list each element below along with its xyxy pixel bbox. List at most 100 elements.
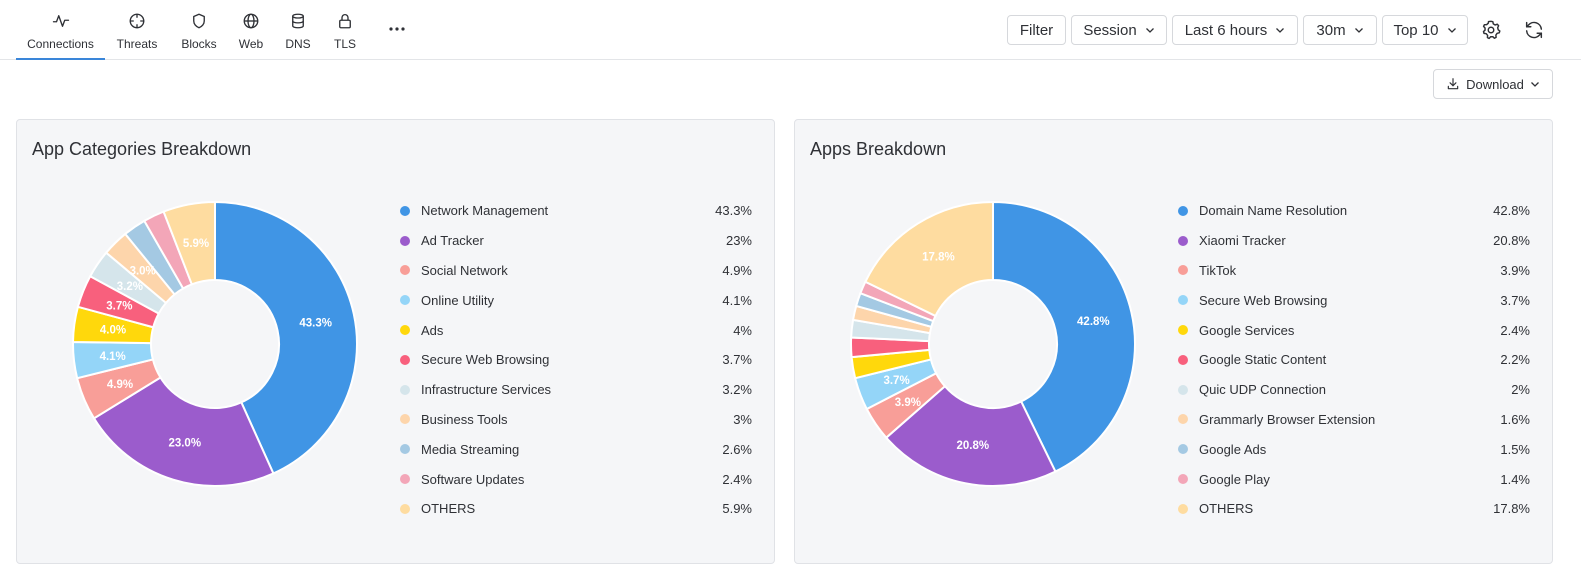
slice-domain-name-resolution[interactable]: [992, 200, 1136, 473]
legend-label: Google Static Content: [1199, 352, 1327, 368]
legend-item-domain-name-resolution[interactable]: Domain Name Resolution 42.8%: [1178, 196, 1530, 226]
legend-value: 20.8%: [1493, 233, 1530, 249]
legend-value: 23%: [725, 233, 752, 249]
slice-label: 4.0%: [100, 325, 126, 337]
apps-legend: Domain Name Resolution 42.8% Xiaomi Tracke…: [1178, 196, 1530, 524]
top-n-dropdown[interactable]: Top 10: [1382, 15, 1468, 45]
legend-value: 3.7%: [1500, 292, 1530, 308]
activity-icon: [52, 11, 70, 31]
tab-label: TLS: [333, 37, 356, 51]
legend-color-swatch: [1178, 474, 1188, 485]
lock-icon: [336, 11, 354, 31]
legend-color-swatch: [1178, 414, 1188, 425]
legend-item-google-play[interactable]: Google Play 1.4%: [1178, 464, 1530, 494]
slice-others[interactable]: [162, 200, 216, 286]
legend-item-others[interactable]: OTHERS 17.8%: [1178, 494, 1530, 524]
legend-item-software-updates[interactable]: Software Updates 2.4%: [400, 464, 752, 494]
tab-blocks[interactable]: Blocks: [177, 0, 221, 59]
legend-item-ads[interactable]: Ads 4%: [400, 315, 752, 345]
legend-label: Network Management: [421, 203, 549, 219]
slice-label: 42.8%: [1077, 316, 1110, 328]
top-bar: Connections Threats Blocks Web DNS TLS F…: [0, 0, 1581, 60]
legend-item-business-tools[interactable]: Business Tools 3%: [400, 405, 752, 435]
session-dropdown[interactable]: Session: [1071, 15, 1167, 45]
legend-item-online-utility[interactable]: Online Utility 4.1%: [400, 285, 752, 315]
legend-value: 2.4%: [722, 471, 752, 487]
slice-ad-tracker[interactable]: [92, 376, 275, 487]
slice-network-management[interactable]: [214, 200, 358, 475]
slice-label: 20.8%: [956, 440, 989, 452]
database-icon: [289, 11, 307, 31]
legend-item-google-services[interactable]: Google Services 2.4%: [1178, 315, 1530, 345]
legend-label: Google Services: [1199, 322, 1295, 338]
legend-color-swatch: [1178, 354, 1188, 365]
legend-label: Online Utility: [421, 292, 494, 308]
legend-label: Domain Name Resolution: [1199, 203, 1348, 219]
slice-label: 4.1%: [100, 351, 126, 363]
tab-tls[interactable]: TLS: [331, 0, 359, 59]
refresh-icon: [1525, 21, 1543, 39]
legend-label: Social Network: [421, 262, 508, 278]
legend-item-network-management[interactable]: Network Management 43.3%: [400, 196, 752, 226]
legend-item-google-ads[interactable]: Google Ads 1.5%: [1178, 434, 1530, 464]
legend-color-swatch: [1178, 265, 1188, 276]
legend-item-xiaomi-tracker[interactable]: Xiaomi Tracker 20.8%: [1178, 226, 1530, 256]
legend-item-google-static-content[interactable]: Google Static Content 2.2%: [1178, 345, 1530, 375]
legend-value: 4%: [733, 322, 752, 338]
legend-item-media-streaming[interactable]: Media Streaming 2.6%: [400, 434, 752, 464]
legend-label: OTHERS: [421, 501, 476, 517]
apps-donut-chart: 42.8% 20.8% 3.9% 3.7% 17.8%: [850, 200, 1136, 487]
legend-label: OTHERS: [1199, 501, 1254, 517]
tab-label: Connections: [27, 37, 94, 51]
tab-threats[interactable]: Threats: [113, 0, 161, 59]
app-categories-panel: App Categories Breakdown 43.3% 23.0% 4.9% 4…: [16, 119, 775, 564]
legend-item-secure-web-browsing[interactable]: Secure Web Browsing 3.7%: [400, 345, 752, 375]
slice-label: 3.7%: [883, 375, 909, 387]
globe-icon: [242, 11, 260, 31]
legend-label: Secure Web Browsing: [421, 352, 550, 368]
legend-item-social-network[interactable]: Social Network 4.9%: [400, 256, 752, 286]
legend-item-others[interactable]: OTHERS 5.9%: [400, 494, 752, 524]
refresh-button[interactable]: [1521, 17, 1547, 43]
slice-label: 3.9%: [895, 397, 921, 409]
chevron-down-icon: [1276, 28, 1285, 33]
tab-label: DNS: [285, 37, 311, 51]
legend-value: 3%: [733, 411, 752, 427]
legend-color-swatch: [400, 235, 410, 246]
tab-dns[interactable]: DNS: [282, 0, 314, 59]
panel-title: Apps Breakdown: [810, 139, 947, 159]
filter-button[interactable]: Filter: [1007, 15, 1066, 45]
more-tabs-icon[interactable]: [386, 18, 408, 40]
gear-icon: [1482, 20, 1501, 40]
slice-label: 3.2%: [117, 281, 143, 293]
legend-item-ad-tracker[interactable]: Ad Tracker 23%: [400, 226, 752, 256]
shield-icon: [190, 11, 208, 31]
download-button[interactable]: Download: [1433, 69, 1553, 99]
legend-item-grammarly-browser-extension[interactable]: Grammarly Browser Extension 1.6%: [1178, 405, 1530, 435]
legend-color-swatch: [400, 354, 410, 365]
legend-label: Business Tools: [421, 411, 508, 427]
legend-item-quic-udp-connection[interactable]: Quic UDP Connection 2%: [1178, 375, 1530, 405]
time-range-dropdown[interactable]: Last 6 hours: [1172, 15, 1298, 45]
legend-item-secure-web-browsing[interactable]: Secure Web Browsing 3.7%: [1178, 285, 1530, 315]
legend-color-swatch: [400, 325, 410, 336]
legend-label: Google Ads: [1199, 441, 1267, 457]
slice-label: 23.0%: [168, 437, 201, 449]
legend-color-swatch: [400, 474, 410, 485]
legend-color-swatch: [400, 295, 410, 306]
legend-value: 3.7%: [722, 352, 752, 368]
legend-item-tiktok[interactable]: TikTok 3.9%: [1178, 256, 1530, 286]
legend-value: 17.8%: [1493, 501, 1530, 517]
tab-web[interactable]: Web: [236, 0, 266, 59]
slice-label: 5.9%: [183, 238, 209, 250]
legend-color-swatch: [400, 503, 410, 514]
slice-xiaomi-tracker[interactable]: [884, 384, 1057, 487]
legend-value: 1.4%: [1500, 471, 1530, 487]
interval-dropdown[interactable]: 30m: [1303, 15, 1377, 45]
legend-color-swatch: [400, 414, 410, 425]
slice-others[interactable]: [864, 200, 994, 318]
tab-connections[interactable]: Connections: [16, 0, 105, 60]
chevron-down-icon: [1145, 28, 1154, 33]
legend-item-infrastructure-services[interactable]: Infrastructure Services 3.2%: [400, 375, 752, 405]
settings-button[interactable]: [1478, 17, 1504, 43]
